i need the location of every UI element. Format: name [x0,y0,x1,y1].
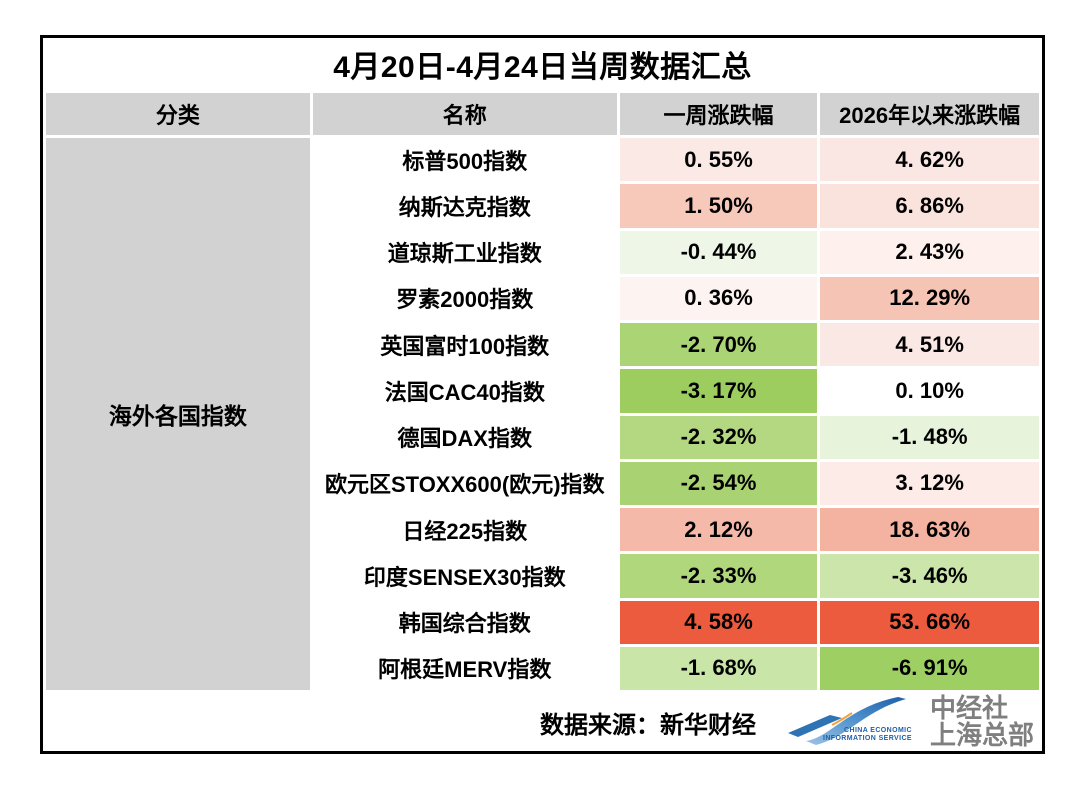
week-change-cell: 1. 50% [619,184,818,228]
data-source-label: 数据来源：新华财经 [539,711,756,739]
logo-org-line1: 中经社 [929,693,1008,723]
ytd-change-cell: 3. 12% [820,461,1039,505]
week-change-cell: -3. 17% [619,369,818,413]
ytd-change-cell: -6. 91% [820,646,1039,690]
index-name-cell: 印度SENSEX30指数 [312,554,617,598]
ytd-change-cell: 6. 86% [820,184,1039,228]
logo-caption: CHINA ECONOMIC INFORMATION SERVICE [823,727,912,743]
index-name-cell: 标普500指数 [312,138,617,182]
table-row: 阿根廷MERV指数 -1. 68% -6. 91% [46,646,1039,690]
header-name: 名称 [312,93,617,135]
table-row: 韩国综合指数 4. 58% 53. 66% [46,600,1039,644]
ytd-change-cell: 12. 29% [820,276,1039,320]
ytd-change-cell: 4. 62% [820,138,1039,182]
index-name-cell: 阿根廷MERV指数 [312,646,617,690]
index-name-cell: 日经225指数 [312,508,617,552]
logo-caption-line2: INFORMATION SERVICE [822,735,912,742]
table-row: 纳斯达克指数 1. 50% 6. 86% [46,184,1039,228]
china-economic-information-service-logo: CHINA ECONOMIC INFORMATION SERVICE [786,695,914,749]
table-header-row: 分类 名称 一周涨跌幅 2026年以来涨跌幅 [46,93,1039,135]
page-title: 4月20日-4月24日当周数据汇总 [333,51,752,84]
table-row: 日经225指数 2. 12% 18. 63% [46,508,1039,552]
week-change-cell: 0. 36% [619,276,818,320]
week-change-cell: 0. 55% [619,138,818,182]
week-change-cell: -2. 32% [619,415,818,459]
table-row: 英国富时100指数 -2. 70% 4. 51% [46,323,1039,367]
table-row: 印度SENSEX30指数 -2. 33% -3. 46% [46,554,1039,598]
table-row: 海外各国指数 标普500指数 0. 55% 4. 62% [46,138,1039,690]
week-change-cell: 4. 58% [619,600,818,644]
week-change-cell: -1. 68% [619,646,818,690]
table-row: 道琼斯工业指数 -0. 44% 2. 43% [46,230,1039,274]
week-change-cell: -0. 44% [619,230,818,274]
footer: 数据来源：新华财经 CHINA ECONO [43,693,1042,751]
index-name-cell: 纳斯达克指数 [312,184,617,228]
index-name-cell: 韩国综合指数 [312,600,617,644]
index-name-cell: 欧元区STOXX600(欧元)指数 [312,461,617,505]
week-change-cell: -2. 54% [619,461,818,505]
table-row: 罗素2000指数 0. 36% 12. 29% [46,276,1039,320]
header-category: 分类 [46,93,310,135]
category-cell: 海外各国指数 [46,138,310,690]
ytd-change-cell: 4. 51% [820,323,1039,367]
logo-org-name: 中经社 上海总部 [930,695,1034,749]
ytd-change-cell: -1. 48% [820,415,1039,459]
ytd-change-cell: 2. 43% [820,230,1039,274]
index-name-cell: 道琼斯工业指数 [312,230,617,274]
index-name-cell: 法国CAC40指数 [312,369,617,413]
header-week-change: 一周涨跌幅 [619,93,818,135]
table-body: 海外各国指数 标普500指数 0. 55% 4. 62% 纳斯达克指数 1. 50% 6. … [46,138,1039,690]
data-table: 分类 名称 一周涨跌幅 2026年以来涨跌幅 海外各国指数 标普500指数 0. 5… [43,90,1042,693]
ytd-change-cell: 18. 63% [820,508,1039,552]
week-change-cell: -2. 33% [619,554,818,598]
table-row: 德国DAX指数 -2. 32% -1. 48% [46,415,1039,459]
ytd-change-cell: 0. 10% [820,369,1039,413]
index-name-cell: 英国富时100指数 [312,323,617,367]
table-row: 法国CAC40指数 -3. 17% 0. 10% [46,369,1039,413]
ytd-change-cell: -3. 46% [820,554,1039,598]
summary-table-panel: 4月20日-4月24日当周数据汇总 分类 名称 一周涨跌幅 2026年以来涨跌幅… [40,35,1045,754]
header-ytd-change: 2026年以来涨跌幅 [820,93,1039,135]
table-row: 欧元区STOXX600(欧元)指数 -2. 54% 3. 12% [46,461,1039,505]
index-name-cell: 罗素2000指数 [312,276,617,320]
index-name-cell: 德国DAX指数 [312,415,617,459]
logo-caption-line1: CHINA ECONOMIC [844,727,912,734]
logo-org-line2: 上海总部 [929,720,1034,750]
week-change-cell: 2. 12% [619,508,818,552]
ytd-change-cell: 53. 66% [820,600,1039,644]
week-change-cell: -2. 70% [619,323,818,367]
